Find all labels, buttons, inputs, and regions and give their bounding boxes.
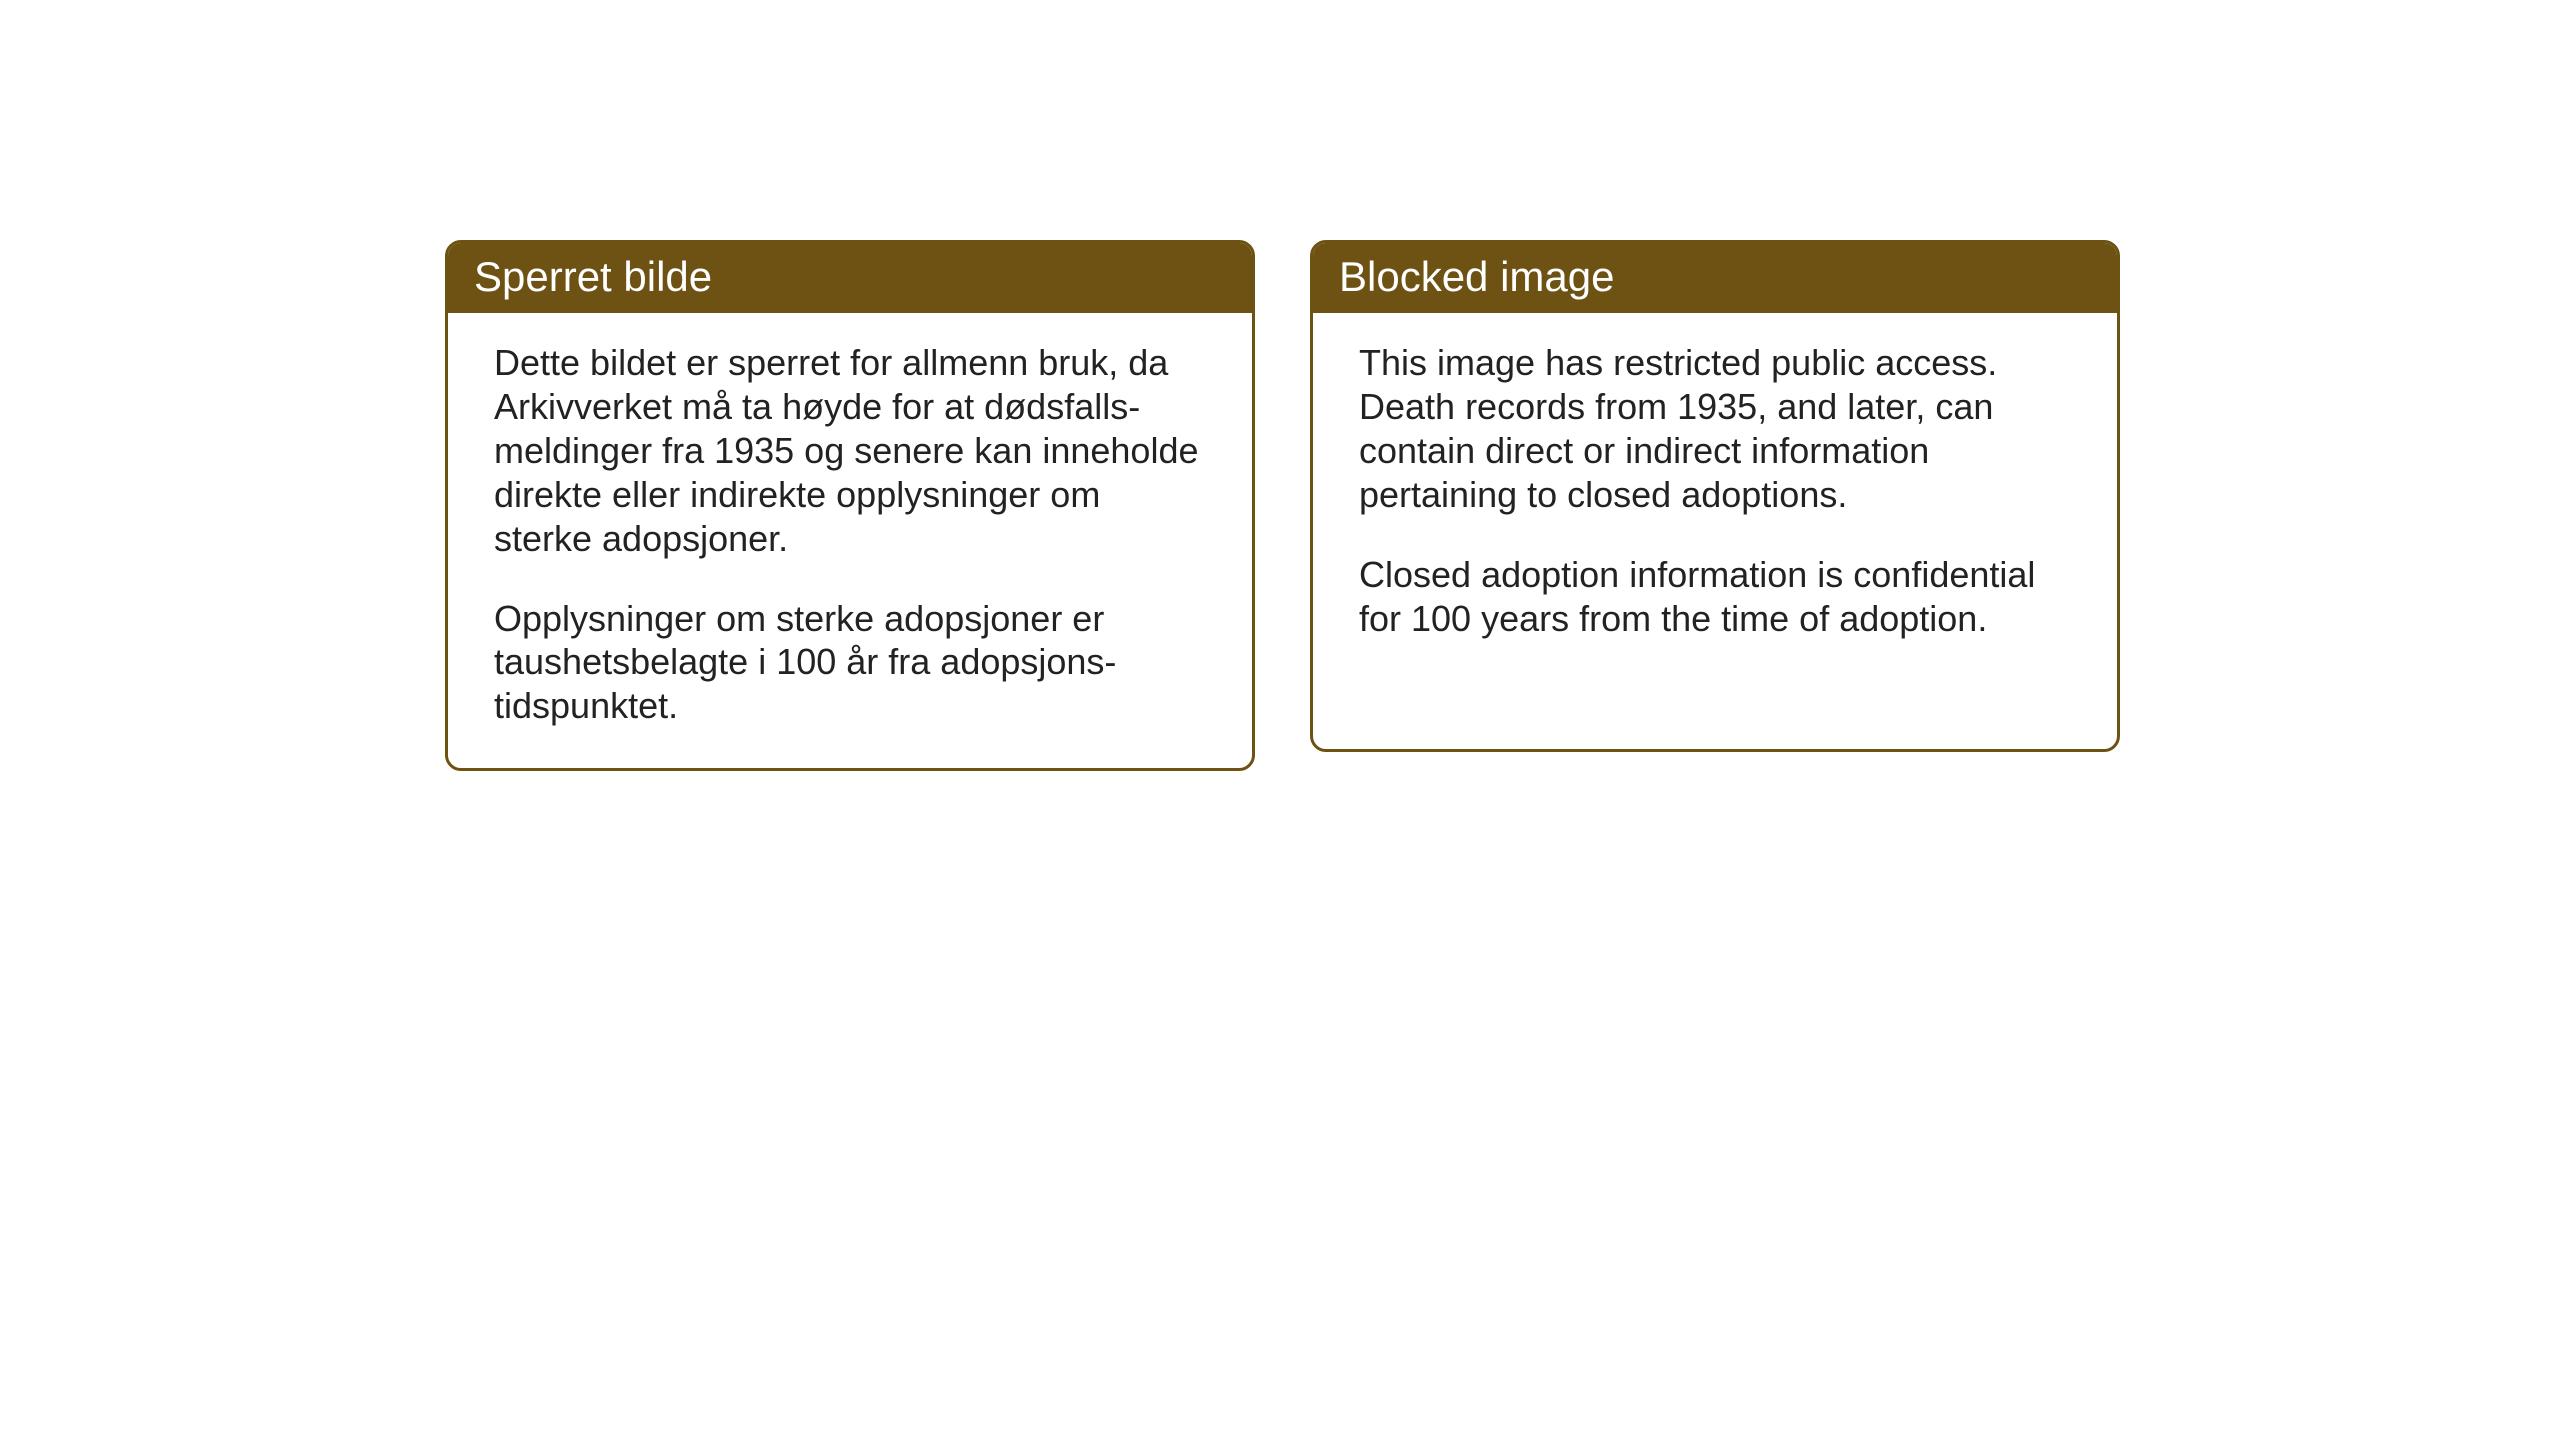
- norwegian-card-title: Sperret bilde: [448, 243, 1252, 313]
- norwegian-paragraph-1: Dette bildet er sperret for allmenn bruk…: [494, 341, 1206, 561]
- norwegian-paragraph-2: Opplysninger om sterke adopsjoner er tau…: [494, 597, 1206, 729]
- english-card-body: This image has restricted public access.…: [1313, 313, 2117, 680]
- notice-cards-container: Sperret bilde Dette bildet er sperret fo…: [445, 240, 2560, 771]
- english-card-title: Blocked image: [1313, 243, 2117, 313]
- english-notice-card: Blocked image This image has restricted …: [1310, 240, 2120, 752]
- english-paragraph-2: Closed adoption information is confident…: [1359, 553, 2071, 641]
- norwegian-notice-card: Sperret bilde Dette bildet er sperret fo…: [445, 240, 1255, 771]
- norwegian-card-body: Dette bildet er sperret for allmenn bruk…: [448, 313, 1252, 768]
- english-paragraph-1: This image has restricted public access.…: [1359, 341, 2071, 517]
